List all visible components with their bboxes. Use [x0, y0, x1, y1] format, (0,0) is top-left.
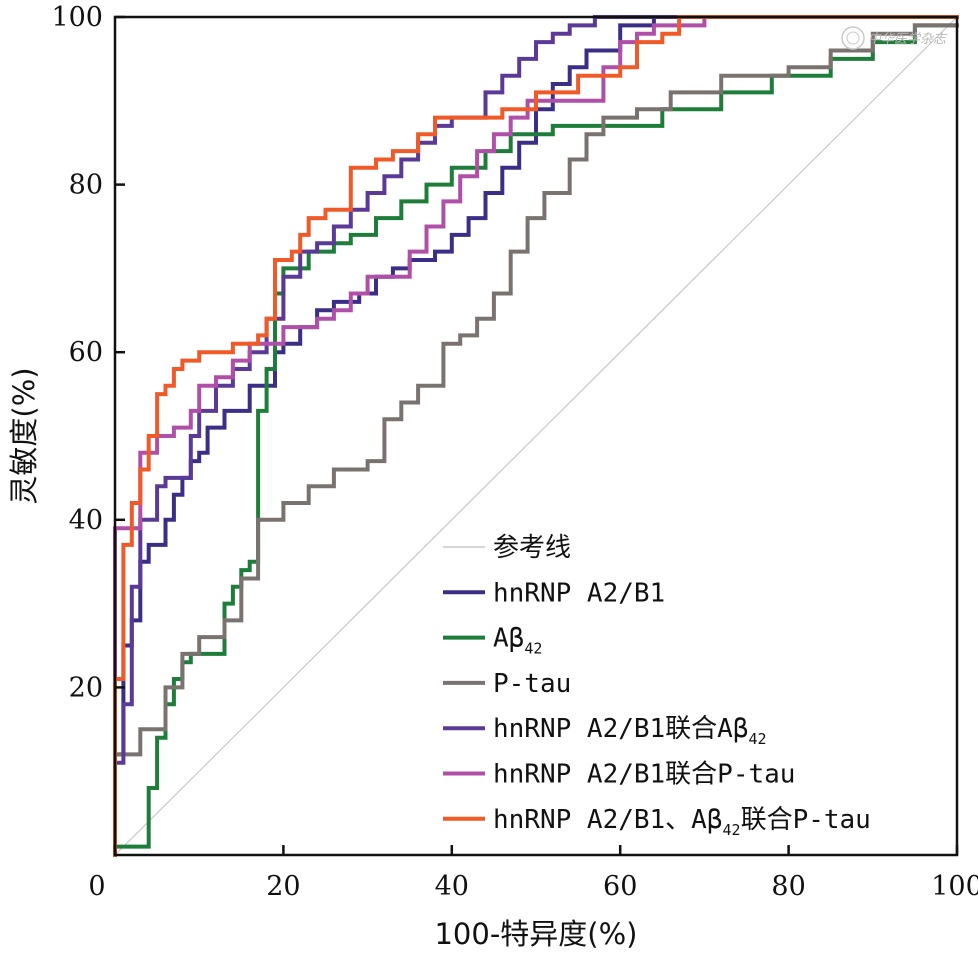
x-tick-label: 20 — [266, 871, 300, 902]
x-tick-label: 0 — [88, 871, 105, 902]
legend-label-3: P-tau — [493, 669, 571, 699]
watermark-seal-icon — [841, 26, 865, 50]
x-axis-title: 100-特异度(%) — [434, 917, 637, 951]
x-tick-label: 40 — [435, 871, 469, 902]
series-line-3 — [113, 23, 959, 857]
watermark-text: 中华医学杂志 — [868, 31, 948, 47]
series-line-1 — [113, 15, 959, 857]
reference-line — [114, 16, 958, 856]
y-axis-title: 灵敏度(%) — [7, 367, 41, 504]
y-tick-label: 40 — [69, 505, 103, 536]
watermark: 中华医学杂志 — [841, 26, 948, 50]
y-tick-label: 60 — [69, 337, 103, 368]
series-line-6 — [113, 15, 959, 857]
legend-label-2: Aβ42 — [493, 624, 542, 658]
legend: 参考线 hnRNP A2/B1 Aβ42 P-tau hnRNP A2/B1联合Aβ42… — [443, 533, 871, 839]
legend-label-1: hnRNP A2/B1 — [493, 578, 665, 608]
y-tick-label: 80 — [69, 170, 103, 201]
legend-label-4: hnRNP A2/B1联合Aβ42 — [493, 714, 767, 748]
series-line-5 — [113, 15, 959, 857]
plot-frame — [113, 15, 959, 857]
y-tick-label: 20 — [69, 672, 103, 703]
x-tick-label: 80 — [771, 871, 805, 902]
series-line-4 — [113, 15, 959, 857]
legend-label-5: hnRNP A2/B1联合P-tau — [493, 760, 795, 790]
x-tick-label: 60 — [603, 871, 637, 902]
x-tick-label: 100 — [931, 871, 978, 902]
legend-label-reference: 参考线 — [493, 533, 571, 563]
y-tick-label: 100 — [51, 2, 103, 33]
legend-label-6: hnRNP A2/B1、Aβ42联合P-tau — [493, 805, 871, 839]
